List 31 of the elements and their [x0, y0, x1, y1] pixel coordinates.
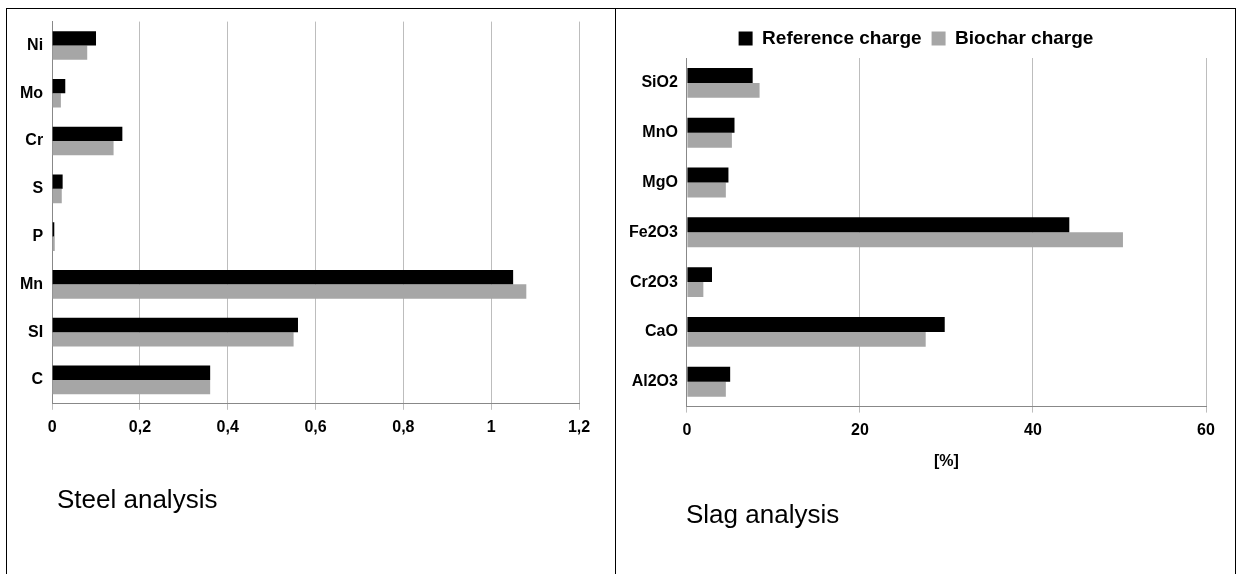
y-tick-label: Al2O3 [631, 372, 679, 390]
y-tick-label: Mo [19, 83, 44, 101]
y-tick-label: Fe2O3 [628, 222, 679, 240]
x-tick-label: 60 [1197, 420, 1215, 438]
y-tick-label: SI [27, 322, 44, 340]
legend-label: Reference charge [762, 26, 922, 48]
y-tick-label: P [32, 226, 44, 244]
x-tick-label: 0 [47, 417, 57, 435]
x-tick-label: 1 [486, 417, 496, 435]
text: Slag analysis [686, 499, 840, 530]
x-tick-label: 0,6 [304, 417, 327, 435]
text: Steel analysis [57, 484, 218, 515]
x-tick-label: 0,4 [216, 417, 239, 435]
y-tick-label: Cr [25, 131, 44, 149]
y-tick-label: C [31, 370, 44, 388]
legend-label: Biochar charge [955, 26, 1094, 48]
x-tick-label: 0,2 [128, 417, 152, 435]
y-tick-label: MgO [642, 172, 678, 190]
y-tick-label: SiO2 [641, 73, 679, 91]
x-tick-label: 1,2 [567, 417, 591, 435]
x-tick-label: 40 [1024, 420, 1042, 438]
y-tick-label: CaO [645, 322, 678, 340]
x-axis-title: [%] [934, 451, 959, 469]
x-tick-label: 20 [851, 420, 869, 438]
y-tick-label: Cr2O3 [629, 272, 679, 290]
y-tick-label: Mn [19, 274, 44, 292]
x-tick-label: 0,8 [392, 417, 415, 435]
y-tick-label: S [32, 179, 44, 197]
y-tick-label: MnO [642, 123, 678, 141]
y-tick-label: Ni [27, 35, 44, 53]
x-tick-label: 0 [682, 420, 692, 438]
